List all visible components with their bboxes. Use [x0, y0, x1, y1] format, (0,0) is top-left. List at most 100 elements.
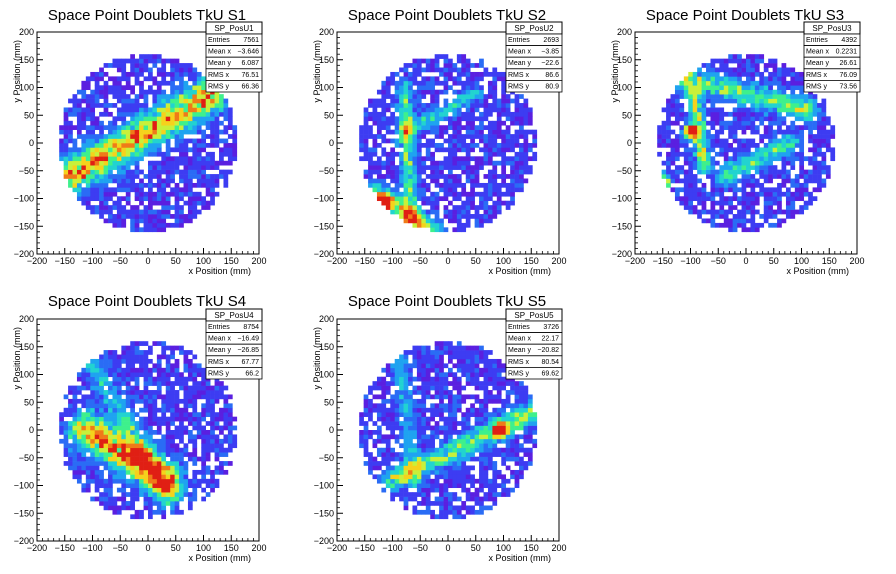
heatmap-cell — [701, 147, 707, 153]
heatmap-cell — [425, 367, 431, 373]
heatmap-cell — [465, 67, 471, 73]
heatmap-cell — [723, 222, 729, 228]
heatmap-cell — [385, 191, 391, 197]
heatmap-cell — [741, 169, 747, 175]
heatmap-cell — [825, 134, 831, 139]
heatmap-cell — [785, 85, 791, 91]
heatmap-cell — [408, 474, 413, 480]
heatmap-cell — [174, 94, 180, 99]
heatmap-cell — [785, 169, 791, 175]
heatmap-cell — [112, 372, 118, 378]
heatmap-cell — [443, 125, 449, 130]
heatmap-cell — [505, 98, 511, 104]
heatmap-cell — [94, 381, 100, 386]
heatmap-cell — [143, 174, 149, 179]
heatmap-cell — [99, 447, 104, 453]
heatmap-cell — [439, 341, 444, 346]
heatmap-cell — [470, 94, 475, 99]
heatmap-cell — [808, 160, 813, 166]
heatmap-cell — [483, 134, 489, 139]
heatmap-cell — [514, 107, 520, 113]
heatmap-cell — [156, 178, 162, 184]
heatmap-cell — [430, 412, 435, 417]
heatmap-cell — [772, 222, 778, 228]
y-tick-label: −200 — [612, 249, 632, 259]
heatmap-cell — [148, 143, 153, 148]
heatmap-cell — [201, 434, 207, 440]
heatmap-cell — [425, 156, 431, 162]
heatmap-cell — [688, 116, 694, 122]
heatmap-cell — [732, 178, 738, 184]
heatmap-cell — [134, 469, 140, 475]
heatmap-cell — [76, 474, 82, 480]
heatmap-cell — [192, 103, 198, 108]
heatmap-cell — [527, 156, 533, 162]
heatmap-cell — [483, 174, 489, 179]
heatmap-cell — [487, 174, 493, 179]
heatmap-cell — [412, 147, 418, 153]
heatmap-cell — [223, 160, 229, 166]
heatmap-cell — [121, 129, 127, 135]
heatmap-cell — [456, 103, 462, 108]
heatmap-cell — [448, 354, 453, 360]
heatmap-cell — [487, 191, 493, 197]
heatmap-cell — [701, 205, 707, 210]
heatmap-cell — [148, 461, 153, 466]
heatmap-cell — [768, 169, 773, 175]
heatmap-cell — [759, 169, 765, 175]
heatmap-cell — [368, 403, 373, 409]
heatmap-cell — [116, 160, 122, 166]
heatmap-cell — [737, 98, 742, 104]
heatmap-cell — [148, 430, 153, 435]
heatmap-cell — [152, 196, 158, 202]
heatmap-cell — [523, 178, 529, 184]
heatmap-cell — [768, 89, 773, 95]
heatmap-cell — [394, 376, 400, 382]
heatmap-cell — [76, 385, 82, 391]
heatmap-cell — [790, 147, 796, 153]
heatmap-cell — [777, 111, 782, 117]
heatmap-cell — [201, 98, 207, 104]
heatmap-cell — [394, 492, 400, 497]
heatmap-cell — [134, 214, 140, 219]
heatmap-cell — [821, 160, 827, 166]
heatmap-cell — [196, 71, 202, 77]
heatmap-cell — [90, 151, 96, 157]
heatmap-cell — [416, 403, 422, 409]
heatmap-cell — [403, 505, 409, 511]
heatmap-cell — [399, 200, 404, 206]
heatmap-cell — [434, 227, 440, 233]
heatmap-cell — [179, 430, 184, 435]
heatmap-cell — [183, 165, 189, 170]
heatmap-cell — [808, 134, 813, 139]
heatmap-cell — [741, 187, 747, 193]
heatmap-cell — [394, 421, 400, 426]
heatmap-cell — [456, 111, 462, 117]
heatmap-cell — [719, 165, 725, 170]
heatmap-cell — [72, 474, 78, 480]
heatmap-cell — [372, 381, 378, 386]
heatmap-cell — [134, 514, 140, 520]
heatmap-cell — [227, 143, 233, 148]
heatmap-cell — [772, 107, 778, 113]
heatmap-cell — [368, 452, 373, 457]
heatmap-cell — [777, 85, 782, 91]
heatmap-cell — [817, 151, 822, 157]
y-tick-label: −100 — [14, 481, 34, 491]
heatmap-cell — [85, 483, 91, 489]
heatmap-cell — [363, 116, 369, 122]
heatmap-cell — [161, 80, 167, 86]
heatmap-cell — [381, 160, 387, 166]
heatmap-cell — [416, 67, 422, 73]
heatmap-cell — [152, 214, 158, 219]
heatmap-cell — [510, 147, 515, 153]
heatmap-cell — [692, 191, 698, 197]
heatmap-cell — [385, 182, 391, 188]
heatmap-cell — [706, 85, 711, 91]
heatmap-cell — [125, 174, 131, 179]
heatmap-cell — [90, 443, 96, 449]
heatmap-cell — [719, 187, 725, 193]
heatmap-cell — [777, 71, 782, 77]
heatmap-cell — [487, 169, 493, 175]
heatmap-cell — [161, 178, 167, 184]
